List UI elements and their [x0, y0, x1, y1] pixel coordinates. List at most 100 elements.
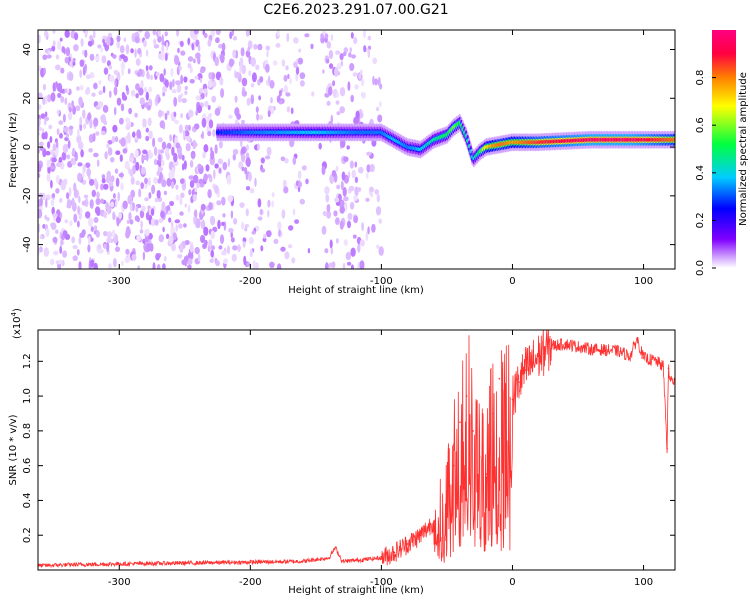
- heatmap-cell: [91, 189, 97, 198]
- heatmap-cell: [267, 209, 270, 218]
- heatmap-cell: [197, 44, 201, 52]
- heatmap-cell: [297, 170, 302, 180]
- heatmap-cell: [86, 168, 92, 177]
- heatmap-cell: [88, 133, 94, 143]
- heatmap-cell: [349, 201, 355, 210]
- heatmap-cell: [335, 50, 341, 55]
- heatmap-cell: [191, 153, 195, 158]
- snr-y-tick-label: 0.4: [22, 492, 33, 508]
- heatmap-cell: [140, 80, 144, 89]
- heatmap-cell: [153, 38, 157, 46]
- snr-x-tick-label: 0: [509, 577, 515, 588]
- heatmap-cell: [353, 116, 359, 126]
- snr-data-point: [459, 421, 461, 424]
- heatmap-cell: [175, 194, 180, 201]
- heatmap-cell: [106, 174, 112, 183]
- heatmap-cell: [372, 57, 378, 65]
- snr-y-axis-label: SNR (10 * v/v): [8, 414, 19, 485]
- colorbar-ticks: 0.0 0.2 0.4 0.6 0.8: [695, 70, 716, 276]
- heatmap-cell: [328, 262, 333, 269]
- spectrogram-y-tick-label: -20: [22, 188, 33, 204]
- heatmap-cell: [171, 146, 175, 156]
- heatmap-cell: [159, 73, 165, 83]
- heatmap-cell: [213, 169, 216, 180]
- heatmap-cell: [137, 47, 142, 55]
- snr-y-multiplier-close: ): [12, 308, 23, 312]
- heatmap-cell: [264, 155, 271, 160]
- heatmap-cell: [153, 158, 158, 166]
- heatmap-cell: [41, 132, 47, 140]
- heatmap-cell: [354, 84, 359, 90]
- heatmap-cell: [130, 48, 134, 54]
- heatmap-cell: [299, 80, 305, 87]
- heatmap-cell: [50, 92, 56, 102]
- heatmap-cell: [271, 106, 275, 115]
- heatmap-cell: [62, 113, 66, 123]
- heatmap-cell: [134, 36, 140, 44]
- heatmap-cell: [68, 106, 72, 113]
- heatmap-cell: [170, 221, 174, 228]
- heatmap-cell: [181, 98, 187, 104]
- heatmap-cell: [354, 161, 358, 168]
- heatmap-cell: [106, 237, 112, 244]
- heatmap-cell: [78, 96, 83, 107]
- heatmap-cell: [152, 30, 157, 36]
- heatmap-cell: [137, 265, 140, 269]
- heatmap-cell: [278, 100, 283, 105]
- heatmap-cell: [164, 112, 168, 121]
- spectrogram-x-axis-label: Height of straight line (km): [288, 285, 424, 296]
- heatmap-cell: [162, 86, 168, 93]
- heatmap-cell: [98, 90, 103, 95]
- heatmap-cell: [249, 249, 253, 258]
- heatmap-cell: [229, 31, 233, 40]
- heatmap-cell: [247, 46, 250, 53]
- heatmap-cell: [180, 40, 184, 48]
- snr-data-point: [667, 367, 670, 370]
- heatmap-cell: [51, 45, 56, 52]
- heatmap-cell: [50, 258, 55, 266]
- heatmap-cell: [257, 143, 260, 151]
- heatmap-cell: [61, 151, 67, 161]
- heatmap-cell: [64, 219, 69, 224]
- heatmap-cell: [287, 244, 293, 249]
- heatmap-cell: [217, 158, 223, 165]
- heatmap-cell: [339, 206, 345, 214]
- heatmap-cell: [56, 128, 60, 136]
- heatmap-cell: [77, 162, 83, 167]
- heatmap-cell: [45, 150, 51, 156]
- heatmap-cell: [248, 171, 252, 182]
- heatmap-cell: [58, 259, 63, 264]
- heatmap-cell: [272, 60, 278, 66]
- heatmap-cell: [340, 139, 346, 148]
- heatmap-cell: [198, 178, 204, 184]
- spectrogram-x-tick-label: -100: [370, 276, 393, 287]
- heatmap-cell: [87, 112, 92, 121]
- heatmap-cell: [113, 86, 118, 96]
- heatmap-cell: [179, 243, 184, 254]
- heatmap-cell: [72, 245, 78, 250]
- heatmap-cell: [177, 253, 183, 259]
- heatmap-cell: [46, 172, 51, 182]
- heatmap-cell: [371, 223, 376, 233]
- heatmap-cell: [112, 211, 116, 221]
- heatmap-cell: [202, 151, 207, 159]
- heatmap-cell: [152, 262, 156, 269]
- spectrogram-x-ticks: -300 -200 -100 0 100: [108, 30, 653, 287]
- heatmap-cell: [93, 262, 98, 269]
- snr-data-point: [629, 355, 632, 357]
- heatmap-cell: [177, 47, 180, 54]
- heatmap-cell: [189, 160, 194, 168]
- heatmap-cell: [174, 219, 181, 224]
- heatmap-cell: [100, 47, 103, 53]
- heatmap-cell: [250, 83, 255, 88]
- heatmap-cell: [353, 37, 358, 45]
- heatmap-cell: [293, 37, 299, 44]
- heatmap-cell: [84, 30, 89, 36]
- heatmap-cell: [44, 48, 49, 54]
- heatmap-cell: [38, 208, 43, 219]
- heatmap-cell: [103, 183, 109, 190]
- heatmap-cell: [336, 92, 339, 98]
- heatmap-cell: [210, 245, 216, 251]
- heatmap-cell: [158, 109, 163, 118]
- snr-data-point: [669, 377, 671, 380]
